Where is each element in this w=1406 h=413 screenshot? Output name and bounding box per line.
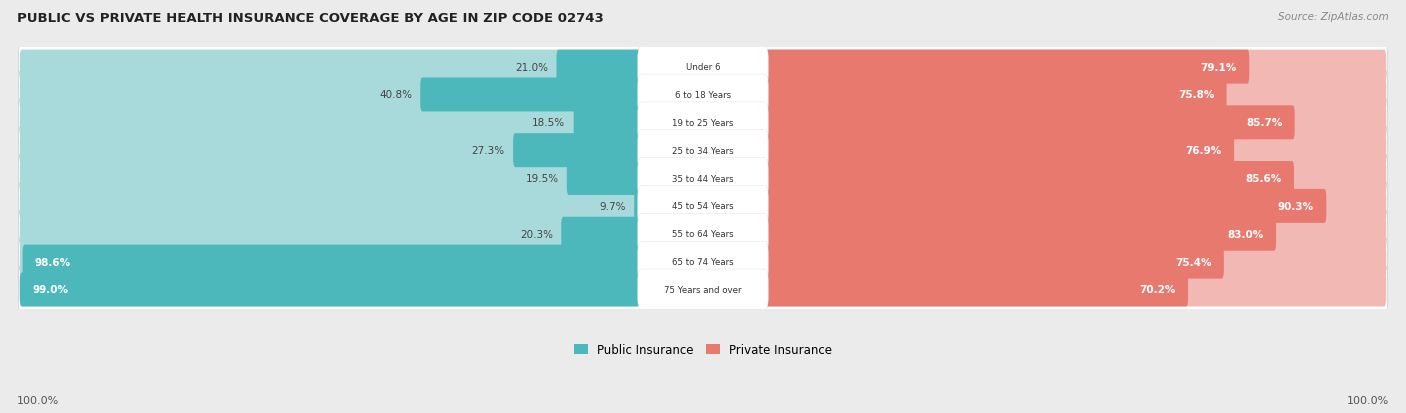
Text: 99.0%: 99.0% bbox=[32, 285, 69, 295]
FancyBboxPatch shape bbox=[702, 245, 1386, 279]
Text: 75.4%: 75.4% bbox=[1175, 257, 1212, 267]
Text: 27.3%: 27.3% bbox=[472, 146, 505, 156]
FancyBboxPatch shape bbox=[702, 217, 1277, 251]
FancyBboxPatch shape bbox=[638, 269, 768, 310]
Text: 98.6%: 98.6% bbox=[35, 257, 72, 267]
FancyBboxPatch shape bbox=[20, 106, 704, 140]
FancyBboxPatch shape bbox=[20, 78, 704, 112]
FancyBboxPatch shape bbox=[634, 190, 704, 223]
FancyBboxPatch shape bbox=[638, 158, 768, 199]
FancyBboxPatch shape bbox=[702, 50, 1250, 84]
FancyBboxPatch shape bbox=[638, 242, 768, 282]
FancyBboxPatch shape bbox=[20, 161, 704, 195]
FancyBboxPatch shape bbox=[702, 217, 1386, 251]
FancyBboxPatch shape bbox=[702, 190, 1326, 223]
FancyBboxPatch shape bbox=[20, 245, 704, 279]
FancyBboxPatch shape bbox=[20, 50, 704, 84]
Text: 79.1%: 79.1% bbox=[1201, 62, 1237, 72]
Text: 75.8%: 75.8% bbox=[1178, 90, 1215, 100]
FancyBboxPatch shape bbox=[638, 75, 768, 116]
FancyBboxPatch shape bbox=[638, 131, 768, 171]
Text: Source: ZipAtlas.com: Source: ZipAtlas.com bbox=[1278, 12, 1389, 22]
FancyBboxPatch shape bbox=[18, 70, 1388, 120]
Text: 85.6%: 85.6% bbox=[1246, 173, 1282, 184]
FancyBboxPatch shape bbox=[18, 181, 1388, 231]
Text: 85.7%: 85.7% bbox=[1246, 118, 1282, 128]
FancyBboxPatch shape bbox=[702, 273, 1188, 307]
Text: 100.0%: 100.0% bbox=[17, 395, 59, 405]
FancyBboxPatch shape bbox=[638, 103, 768, 143]
Text: 100.0%: 100.0% bbox=[1347, 395, 1389, 405]
FancyBboxPatch shape bbox=[702, 161, 1386, 195]
FancyBboxPatch shape bbox=[18, 154, 1388, 204]
FancyBboxPatch shape bbox=[20, 134, 704, 168]
Text: 70.2%: 70.2% bbox=[1139, 285, 1175, 295]
FancyBboxPatch shape bbox=[702, 106, 1295, 140]
FancyBboxPatch shape bbox=[702, 245, 1223, 279]
Legend: Public Insurance, Private Insurance: Public Insurance, Private Insurance bbox=[569, 338, 837, 361]
Text: 75 Years and over: 75 Years and over bbox=[664, 285, 742, 294]
FancyBboxPatch shape bbox=[420, 78, 704, 112]
FancyBboxPatch shape bbox=[18, 43, 1388, 93]
Text: 9.7%: 9.7% bbox=[599, 202, 626, 211]
FancyBboxPatch shape bbox=[567, 161, 704, 195]
Text: 6 to 18 Years: 6 to 18 Years bbox=[675, 91, 731, 100]
FancyBboxPatch shape bbox=[702, 78, 1226, 112]
FancyBboxPatch shape bbox=[20, 273, 704, 307]
Text: 19 to 25 Years: 19 to 25 Years bbox=[672, 119, 734, 128]
FancyBboxPatch shape bbox=[638, 186, 768, 227]
Text: 83.0%: 83.0% bbox=[1227, 229, 1264, 239]
FancyBboxPatch shape bbox=[702, 273, 1386, 307]
FancyBboxPatch shape bbox=[702, 134, 1234, 168]
FancyBboxPatch shape bbox=[702, 134, 1386, 168]
FancyBboxPatch shape bbox=[638, 47, 768, 88]
FancyBboxPatch shape bbox=[702, 50, 1386, 84]
FancyBboxPatch shape bbox=[20, 273, 704, 307]
Text: 65 to 74 Years: 65 to 74 Years bbox=[672, 257, 734, 266]
Text: 18.5%: 18.5% bbox=[533, 118, 565, 128]
FancyBboxPatch shape bbox=[513, 134, 704, 168]
FancyBboxPatch shape bbox=[561, 217, 704, 251]
FancyBboxPatch shape bbox=[702, 161, 1294, 195]
Text: 90.3%: 90.3% bbox=[1278, 202, 1315, 211]
FancyBboxPatch shape bbox=[702, 106, 1386, 140]
FancyBboxPatch shape bbox=[574, 106, 704, 140]
Text: 45 to 54 Years: 45 to 54 Years bbox=[672, 202, 734, 211]
FancyBboxPatch shape bbox=[20, 217, 704, 251]
FancyBboxPatch shape bbox=[702, 190, 1386, 223]
FancyBboxPatch shape bbox=[18, 237, 1388, 287]
Text: 35 to 44 Years: 35 to 44 Years bbox=[672, 174, 734, 183]
Text: 76.9%: 76.9% bbox=[1185, 146, 1222, 156]
FancyBboxPatch shape bbox=[18, 265, 1388, 315]
FancyBboxPatch shape bbox=[557, 50, 704, 84]
FancyBboxPatch shape bbox=[638, 214, 768, 254]
Text: 21.0%: 21.0% bbox=[515, 62, 548, 72]
FancyBboxPatch shape bbox=[18, 209, 1388, 259]
FancyBboxPatch shape bbox=[20, 190, 704, 223]
Text: 20.3%: 20.3% bbox=[520, 229, 553, 239]
Text: 55 to 64 Years: 55 to 64 Years bbox=[672, 230, 734, 239]
Text: PUBLIC VS PRIVATE HEALTH INSURANCE COVERAGE BY AGE IN ZIP CODE 02743: PUBLIC VS PRIVATE HEALTH INSURANCE COVER… bbox=[17, 12, 603, 25]
Text: 19.5%: 19.5% bbox=[526, 173, 558, 184]
Text: 40.8%: 40.8% bbox=[380, 90, 412, 100]
FancyBboxPatch shape bbox=[18, 98, 1388, 148]
Text: Under 6: Under 6 bbox=[686, 63, 720, 72]
FancyBboxPatch shape bbox=[22, 245, 704, 279]
FancyBboxPatch shape bbox=[18, 126, 1388, 176]
Text: 25 to 34 Years: 25 to 34 Years bbox=[672, 146, 734, 155]
FancyBboxPatch shape bbox=[702, 78, 1386, 112]
